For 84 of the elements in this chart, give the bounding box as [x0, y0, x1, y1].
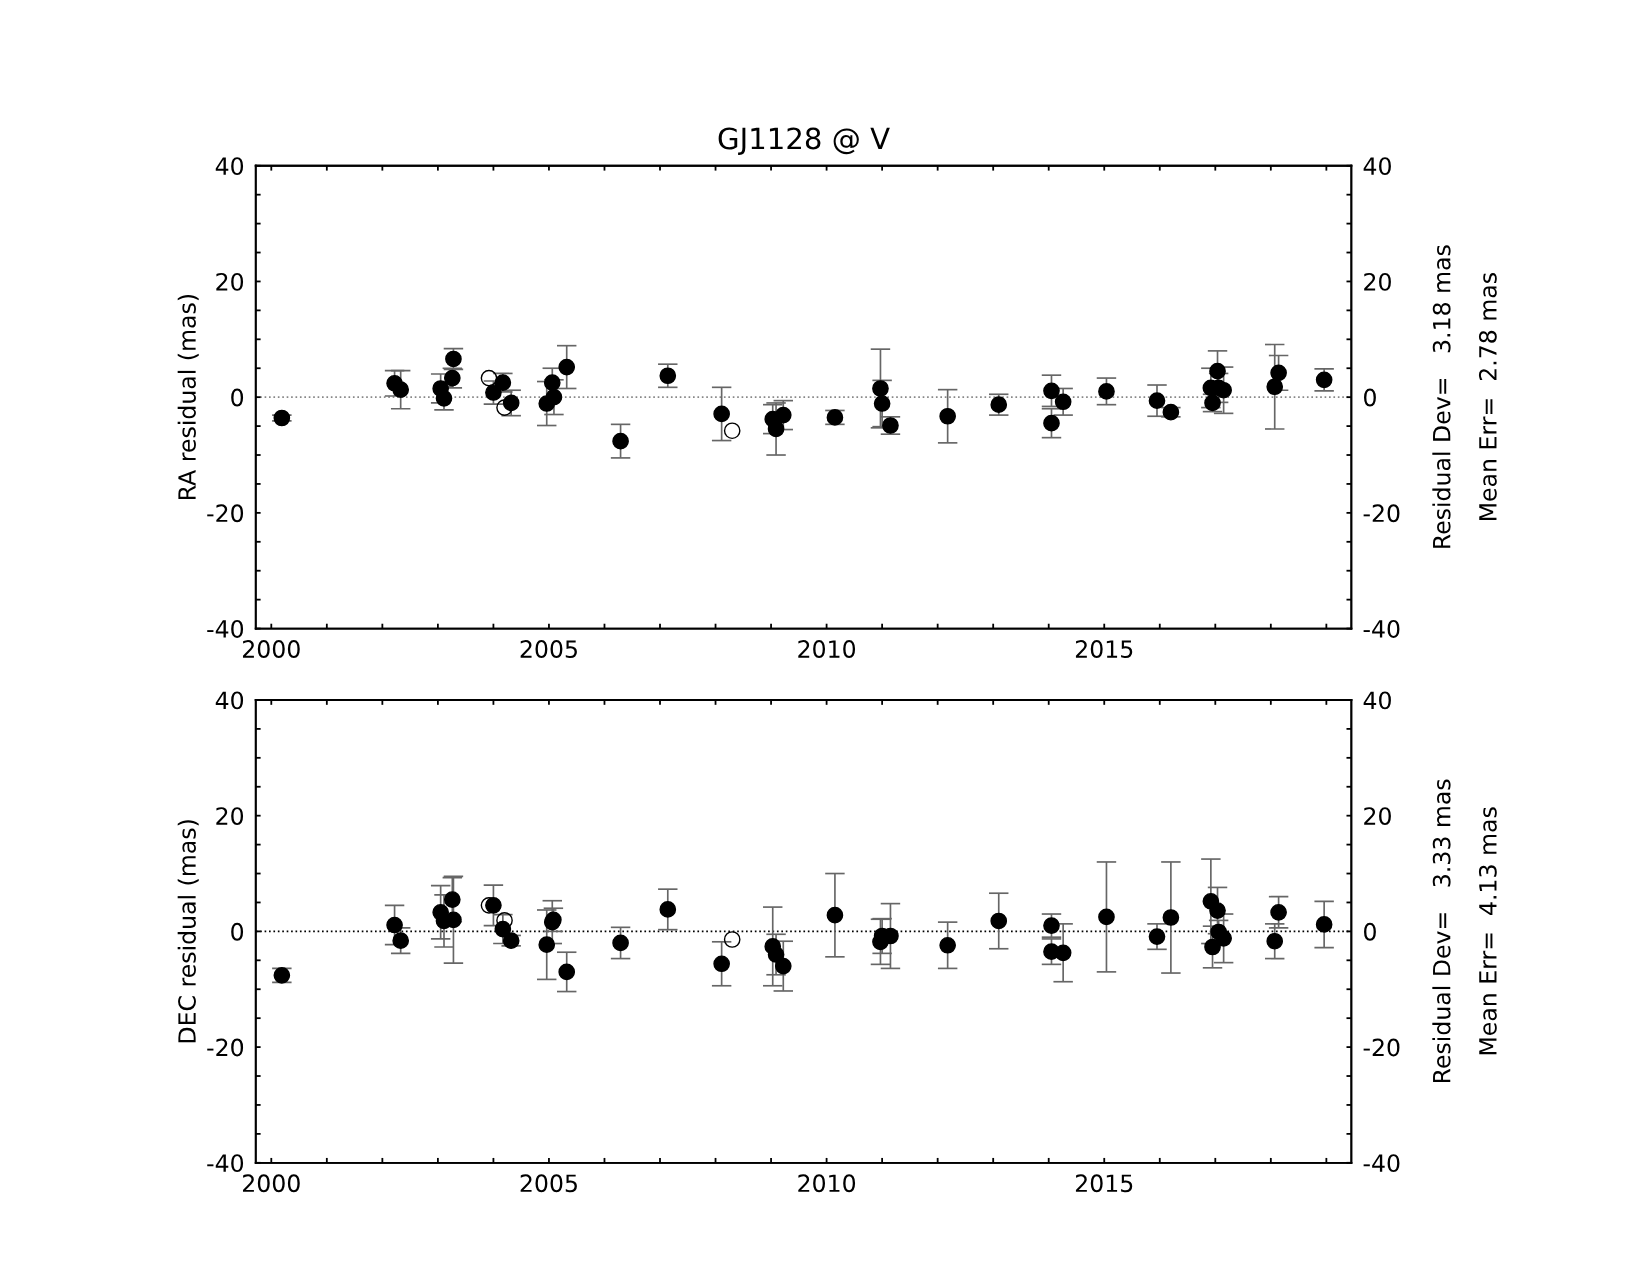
- text: Residual Dev= 3.18 mas: [1432, 245, 1451, 548]
- point: [538, 936, 556, 954]
- point: [1270, 903, 1287, 921]
- x-tick-label: 2015: [1075, 1174, 1133, 1193]
- x-tick-label: 2000: [242, 1174, 300, 1193]
- y-tick-label: 40: [215, 157, 244, 176]
- y-axis-title: DEC residual (mas): [177, 820, 199, 1043]
- x-tick-label: 2005: [520, 1174, 577, 1193]
- text: Mean Err= 2.78 mas: [1478, 273, 1497, 521]
- point: [558, 963, 576, 981]
- point: [1043, 917, 1060, 934]
- point: [612, 934, 629, 952]
- point: [273, 409, 291, 427]
- point: [1315, 916, 1333, 933]
- point: [767, 420, 785, 438]
- point: [392, 381, 410, 398]
- point: [774, 406, 792, 424]
- point: [1043, 414, 1060, 432]
- y-tick-label: 0: [231, 922, 244, 941]
- point: [1215, 929, 1232, 947]
- text: Mean Err= 4.13 mas: [1478, 807, 1497, 1055]
- point: [386, 916, 403, 934]
- point: [774, 957, 792, 975]
- y-tick-label: 0: [231, 388, 244, 407]
- y-tick-label: -40: [207, 620, 244, 638]
- x-tick-label: 2005: [520, 640, 577, 658]
- y2-tick-label: -20: [1363, 1038, 1400, 1057]
- y2-tick-label: -20: [1363, 504, 1400, 523]
- point: [1043, 382, 1060, 400]
- point: [1266, 378, 1284, 396]
- text: Residual Dev= 3.33 mas: [1432, 779, 1451, 1083]
- point: [1148, 392, 1166, 409]
- point: [826, 906, 844, 924]
- y2-tick-label: -40: [1363, 620, 1400, 638]
- point: [713, 955, 730, 973]
- point: [990, 912, 1008, 930]
- point: [873, 395, 891, 412]
- y-tick-label: 40: [215, 691, 244, 710]
- point: [496, 399, 513, 416]
- point: [496, 912, 513, 929]
- point: [1266, 932, 1284, 950]
- y2-tick-label: 40: [1363, 691, 1391, 710]
- y-tick-label: -20: [207, 1038, 244, 1057]
- point: [612, 432, 629, 450]
- point: [939, 936, 956, 954]
- point: [713, 405, 730, 423]
- point: [1098, 383, 1115, 400]
- y2-tick-label: 0: [1364, 388, 1376, 407]
- point: [872, 380, 889, 397]
- point: [1162, 909, 1180, 926]
- point: [767, 946, 785, 963]
- y2-tick-label: 40: [1363, 157, 1391, 176]
- point: [723, 422, 741, 440]
- point: [723, 931, 741, 948]
- point: [1209, 362, 1226, 380]
- point: [392, 932, 410, 949]
- point: [545, 388, 563, 406]
- point: [1148, 928, 1166, 945]
- y-axis-title: RA residual (mas): [177, 295, 199, 500]
- x-tick-label: 2010: [798, 1174, 856, 1193]
- y2-tick-label: 20: [1364, 272, 1391, 291]
- x-tick-label: 2010: [798, 640, 856, 658]
- point: [480, 369, 498, 387]
- point: [443, 891, 461, 908]
- chart-title: GJ1128 @ V: [718, 127, 890, 155]
- point: [1270, 364, 1287, 382]
- point: [659, 901, 677, 918]
- point: [939, 407, 956, 425]
- y-tick-label: 20: [216, 807, 244, 825]
- point: [558, 358, 576, 376]
- y-tick-label: -20: [207, 504, 244, 523]
- point: [1098, 908, 1115, 926]
- y2-tick-label: 0: [1364, 922, 1376, 941]
- point: [1054, 944, 1072, 962]
- point: [543, 374, 561, 392]
- x-tick-label: 2015: [1075, 640, 1133, 658]
- x-tick-label: 2000: [242, 640, 300, 658]
- y-tick-label: -40: [207, 1154, 244, 1173]
- point: [1054, 393, 1072, 411]
- point: [1204, 938, 1221, 956]
- point: [1209, 902, 1226, 919]
- y2-tick-label: 20: [1364, 807, 1391, 825]
- y-tick-label: 20: [216, 272, 244, 291]
- y2-tick-label: -40: [1363, 1154, 1400, 1173]
